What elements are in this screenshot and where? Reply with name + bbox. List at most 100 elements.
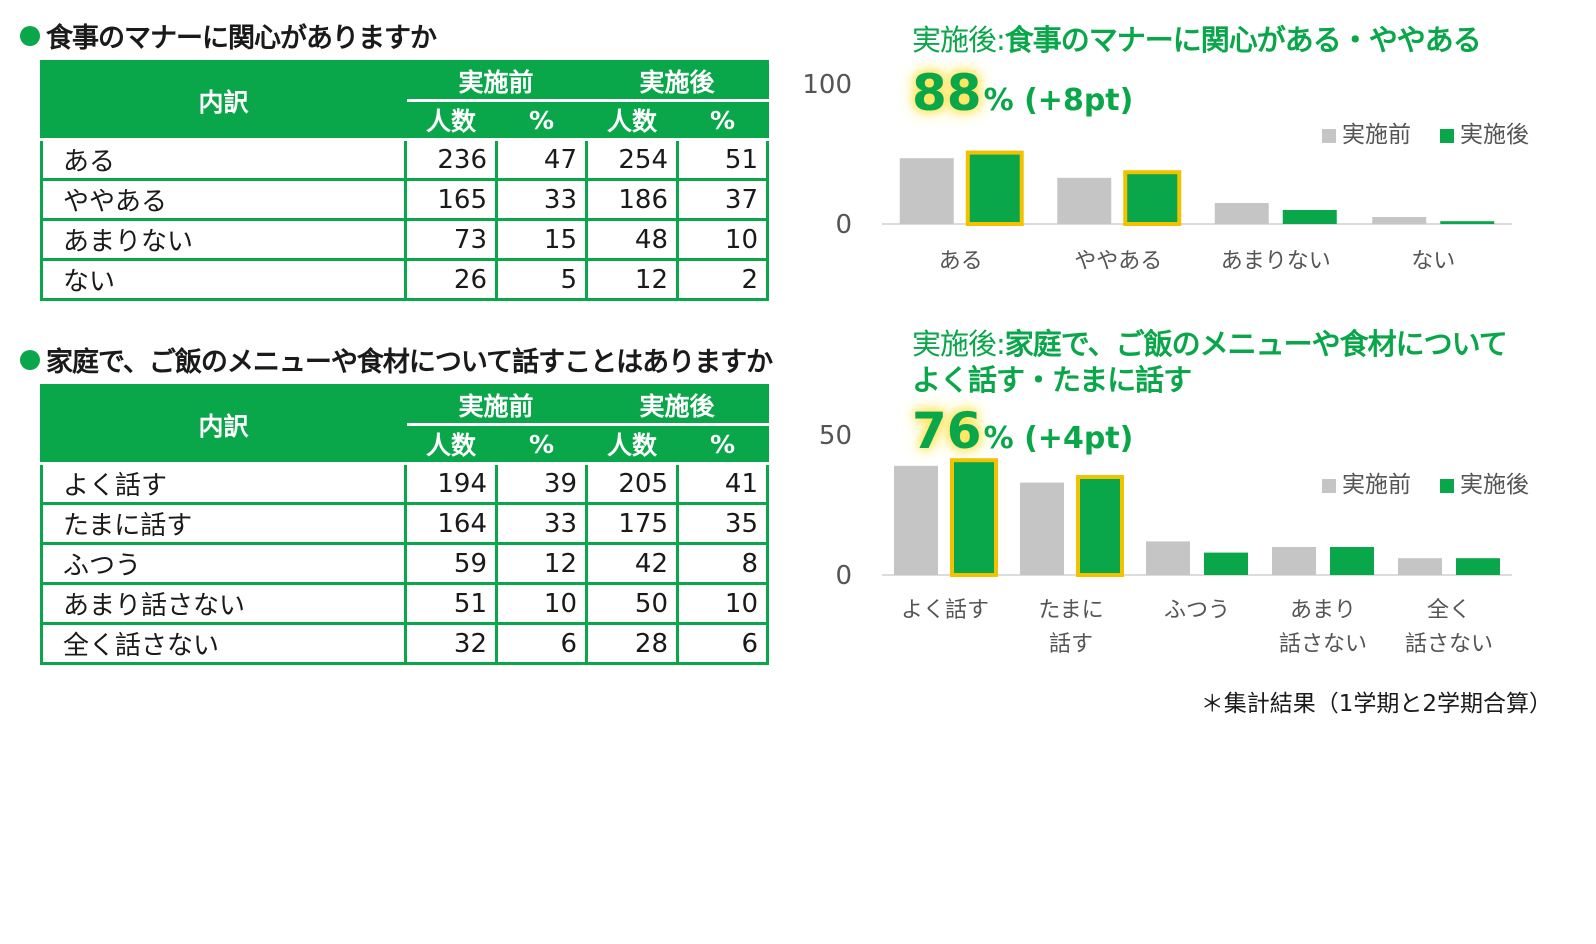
table-row: たまに話す 164 33 175 35	[40, 502, 769, 545]
bar-before	[1272, 547, 1316, 575]
q2-highlight: 76% (+4pt)	[912, 402, 1133, 460]
bar-before	[899, 158, 954, 224]
after-pct: 8	[676, 542, 769, 585]
legend-label: 実施前	[1342, 472, 1411, 498]
x-tick-label: あまりない	[1221, 249, 1331, 274]
q2-table: 内訳 実施前 実施後 人数 % 人数 % よく話す 194 39 205 41 …	[40, 384, 769, 665]
bar-before	[894, 465, 938, 575]
after-pct: 51	[676, 138, 769, 181]
table-row: あまりない 73 15 48 10	[40, 218, 769, 261]
x-tick-label: ない	[1411, 249, 1455, 274]
before-pct: 33	[495, 502, 588, 545]
bar-after	[1282, 210, 1337, 224]
row-label: ふつう	[40, 542, 407, 585]
after-pct: 37	[676, 178, 769, 221]
after-count: 186	[585, 178, 679, 221]
after-count: 48	[585, 218, 679, 261]
y-tick-label: 100	[802, 70, 852, 100]
bar-after	[1456, 558, 1500, 575]
row-label: ある	[40, 138, 407, 181]
bar-before	[1020, 482, 1064, 575]
q2-heading-text: 家庭で、ご飯のメニューや食材について話すことはありますか	[46, 347, 773, 378]
table-row: あまり話さない 51 10 50 10	[40, 582, 769, 625]
row-label: ややある	[40, 178, 407, 221]
legend-swatch-before	[1322, 479, 1336, 493]
q2-before-header: 実施前	[404, 384, 588, 426]
after-pct: 35	[676, 502, 769, 545]
x-tick-label: たまに	[1038, 598, 1103, 623]
after-count: 28	[585, 622, 679, 665]
q1-after-pct-header: %	[676, 99, 769, 141]
chart-title-prefix: 実施後:	[912, 23, 1006, 57]
q1-before-header: 実施前	[404, 60, 588, 102]
bar-after	[950, 458, 998, 578]
x-tick-label: ややある	[1074, 249, 1162, 274]
bar-before	[1372, 217, 1427, 224]
before-count: 165	[404, 178, 498, 221]
table-row: ある 236 47 254 51	[40, 138, 769, 181]
before-count: 236	[404, 138, 498, 181]
row-label: あまりない	[40, 218, 407, 261]
highlight-rest: % (+8pt)	[983, 83, 1134, 118]
before-count: 73	[404, 218, 498, 261]
x-tick-label: あまり	[1290, 598, 1356, 623]
bar-after	[1440, 221, 1495, 224]
after-count: 50	[585, 582, 679, 625]
row-label: たまに話す	[40, 502, 407, 545]
q2-bar-chart: 0 50 よく話す たまに話す ふつう あまり話さない 全く話さない 実施前 実施後	[819, 421, 1529, 657]
bar-after	[1330, 547, 1374, 575]
after-count: 12	[585, 258, 679, 301]
q1-highlight: 88% (+8pt)	[912, 64, 1133, 122]
row-label: ない	[40, 258, 407, 301]
before-count: 26	[404, 258, 498, 301]
chart-title-line: 食事のマナーに関心がある・ややある	[1004, 23, 1482, 57]
q1-heading: 食事のマナーに関心がありますか	[20, 16, 437, 55]
legend-label: 実施後	[1460, 122, 1529, 148]
before-count: 194	[404, 462, 498, 505]
before-pct: 15	[495, 218, 588, 261]
before-count: 51	[404, 582, 498, 625]
row-label: 全く話さない	[40, 622, 407, 665]
before-pct: 6	[495, 622, 588, 665]
legend-label: 実施前	[1342, 122, 1411, 148]
table-row: ない 26 5 12 2	[40, 258, 769, 301]
x-tick-label: 話さない	[1279, 632, 1367, 657]
x-tick-label: よく話す	[901, 598, 989, 623]
q2-heading: 家庭で、ご飯のメニューや食材について話すことはありますか	[20, 340, 773, 379]
table-row: よく話す 194 39 205 41	[40, 462, 769, 505]
x-tick-label: 全く	[1427, 598, 1471, 623]
table-row: ふつう 59 12 42 8	[40, 542, 769, 585]
y-tick-label: 0	[835, 210, 852, 240]
q2-label-header: 内訳	[40, 384, 407, 465]
before-pct: 39	[495, 462, 588, 505]
q2-after-pct-header: %	[676, 423, 769, 465]
bar-after	[1123, 170, 1182, 226]
q2-after-header: 実施後	[585, 384, 769, 426]
table-row: ややある 165 33 186 37	[40, 178, 769, 221]
row-label: あまり話さない	[40, 582, 407, 625]
bullet-dot-icon	[20, 26, 40, 46]
before-pct: 33	[495, 178, 588, 221]
x-tick-label: ふつう	[1164, 598, 1230, 623]
after-count: 254	[585, 138, 679, 181]
q1-table: 内訳 実施前 実施後 人数 % 人数 % ある 236 47 254 51 やや…	[40, 60, 769, 301]
after-pct: 2	[676, 258, 769, 301]
after-count: 175	[585, 502, 679, 545]
before-pct: 10	[495, 582, 588, 625]
before-pct: 5	[495, 258, 588, 301]
bar-after	[1204, 552, 1248, 575]
chart-title-line: 家庭で、ご飯のメニューや食材について	[1004, 327, 1508, 361]
bar-after	[965, 150, 1024, 226]
after-pct: 41	[676, 462, 769, 505]
q2-before-pct-header: %	[495, 423, 588, 465]
x-tick-label: 話さない	[1405, 632, 1493, 657]
bar-after	[1076, 475, 1124, 577]
legend-swatch-after	[1440, 479, 1454, 493]
before-pct: 12	[495, 542, 588, 585]
highlight-value: 88	[912, 64, 982, 122]
q2-chart-title: 実施後:家庭で、ご飯のメニューや食材について よく話す・たまに話す	[912, 326, 1508, 398]
x-tick-label: 話す	[1049, 632, 1093, 657]
after-pct: 10	[676, 218, 769, 261]
bullet-dot-icon	[20, 350, 40, 370]
y-tick-label: 50	[819, 421, 852, 451]
